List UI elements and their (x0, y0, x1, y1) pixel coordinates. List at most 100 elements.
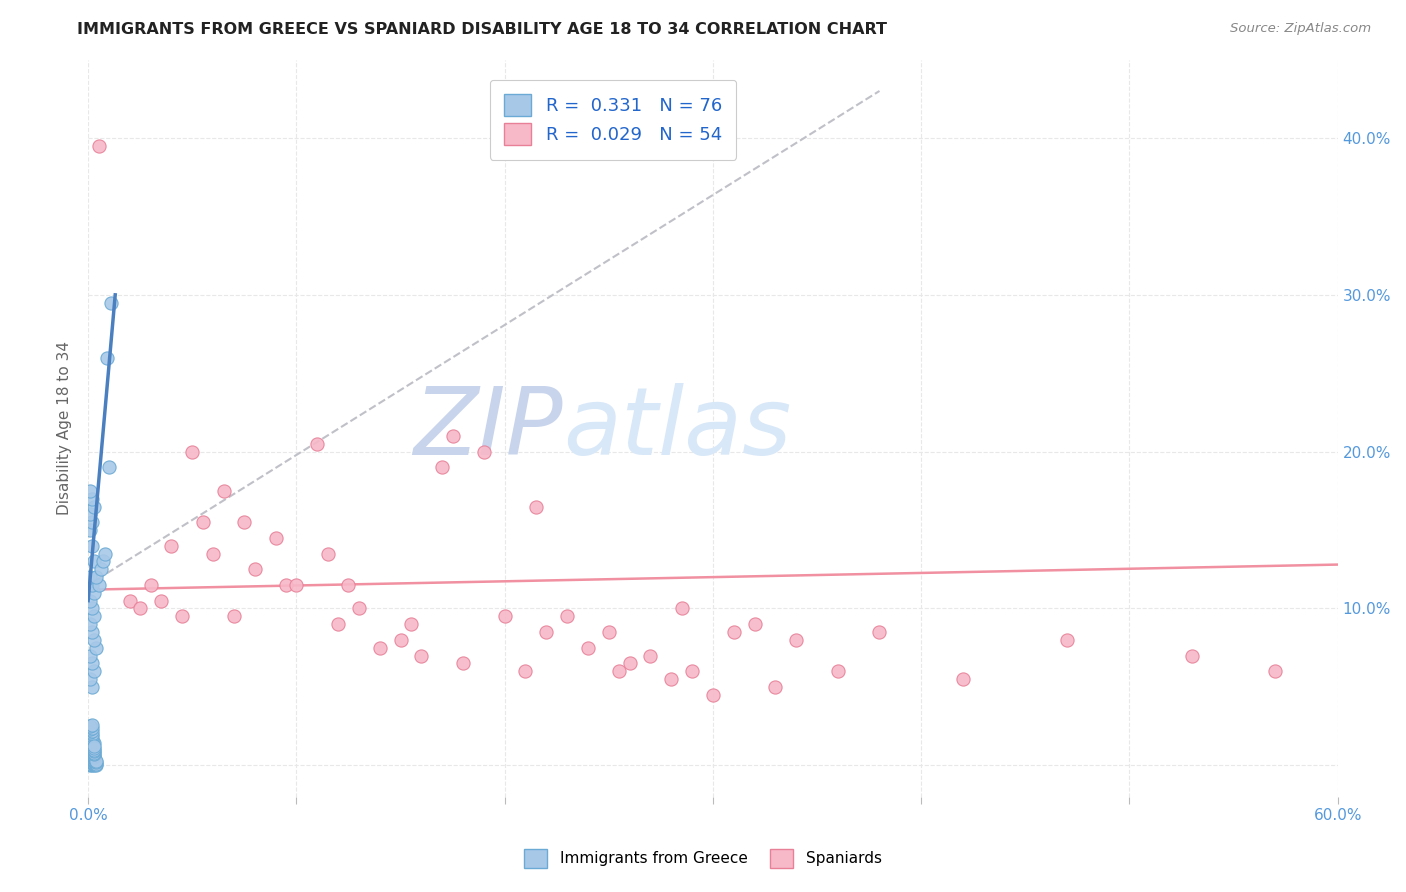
Point (79, 739, 101, 754)
Point (91, 554, 114, 568)
Point (82, 729, 104, 743)
Point (337, 578, 360, 592)
Point (82, 738, 104, 752)
Point (536, 625, 558, 640)
Point (191, 515, 214, 529)
Y-axis label: Disability Age 18 to 34: Disability Age 18 to 34 (58, 341, 72, 516)
Point (139, 578, 162, 592)
Point (98, 460, 121, 475)
Point (79, 756, 101, 771)
Point (82, 741, 104, 756)
Point (100, 295, 122, 310)
Point (83, 750, 105, 764)
Point (83, 748, 105, 763)
Point (83, 632, 105, 647)
Point (82, 731, 104, 746)
Point (86, 755, 108, 769)
Point (82, 755, 104, 769)
Point (82, 717, 104, 731)
Legend: R =  0.331   N = 76, R =  0.029   N = 54: R = 0.331 N = 76, R = 0.029 N = 54 (489, 79, 737, 160)
Point (83, 755, 105, 769)
Point (83, 739, 105, 754)
Point (79, 508, 101, 522)
Point (681, 664, 703, 678)
Point (170, 609, 193, 624)
Point (79, 723, 101, 737)
Point (83, 752, 105, 766)
Point (82, 723, 104, 738)
Point (82, 748, 104, 763)
Text: ZIP: ZIP (413, 383, 562, 474)
Point (702, 688, 724, 702)
Point (430, 460, 453, 475)
Point (399, 617, 422, 632)
Point (1264, 664, 1286, 678)
Point (83, 758, 105, 772)
Point (83, 554, 105, 568)
Point (86, 756, 108, 771)
Point (307, 437, 329, 451)
Point (82, 746, 104, 760)
Point (79, 483, 101, 498)
Point (202, 547, 225, 561)
Point (389, 632, 412, 647)
Point (576, 640, 599, 655)
Point (86, 640, 108, 655)
Point (181, 444, 204, 458)
Point (82, 515, 104, 529)
Point (79, 593, 101, 607)
Point (326, 617, 349, 632)
Text: atlas: atlas (562, 383, 792, 474)
Point (82, 491, 104, 506)
Point (827, 664, 849, 678)
Point (86, 758, 108, 772)
Point (79, 570, 101, 584)
Point (316, 547, 339, 561)
Point (82, 758, 104, 772)
Point (347, 601, 370, 615)
Point (96, 351, 118, 365)
Point (82, 578, 104, 592)
Point (82, 721, 104, 735)
Point (869, 625, 891, 640)
Point (79, 719, 101, 733)
Point (83, 754, 105, 768)
Point (82, 742, 104, 756)
Point (82, 680, 104, 694)
Point (1181, 648, 1204, 663)
Point (952, 672, 974, 686)
Point (264, 531, 287, 545)
Point (79, 733, 101, 747)
Point (79, 744, 101, 758)
Point (222, 609, 245, 624)
Point (243, 562, 266, 576)
Point (82, 727, 104, 741)
Point (90, 562, 112, 576)
Text: Source: ZipAtlas.com: Source: ZipAtlas.com (1230, 22, 1371, 36)
Point (83, 747, 105, 762)
Point (744, 617, 766, 632)
Point (82, 601, 104, 615)
Point (83, 756, 105, 771)
Point (598, 625, 620, 640)
Point (79, 754, 101, 768)
Point (494, 609, 516, 624)
Point (212, 483, 235, 498)
Text: IMMIGRANTS FROM GREECE VS SPANIARD DISABILITY AGE 18 TO 34 CORRELATION CHART: IMMIGRANTS FROM GREECE VS SPANIARD DISAB… (77, 22, 887, 37)
Point (1056, 632, 1078, 647)
Point (83, 736, 105, 750)
Point (160, 539, 183, 553)
Point (79, 648, 101, 663)
Point (83, 609, 105, 624)
Legend: Immigrants from Greece, Spaniards: Immigrants from Greece, Spaniards (519, 843, 887, 873)
Point (82, 752, 104, 766)
Point (79, 730, 101, 744)
Point (515, 664, 537, 678)
Point (79, 617, 101, 632)
Point (94, 547, 117, 561)
Point (118, 593, 141, 607)
Point (83, 746, 105, 760)
Point (233, 515, 256, 529)
Point (441, 429, 464, 443)
Point (472, 444, 495, 458)
